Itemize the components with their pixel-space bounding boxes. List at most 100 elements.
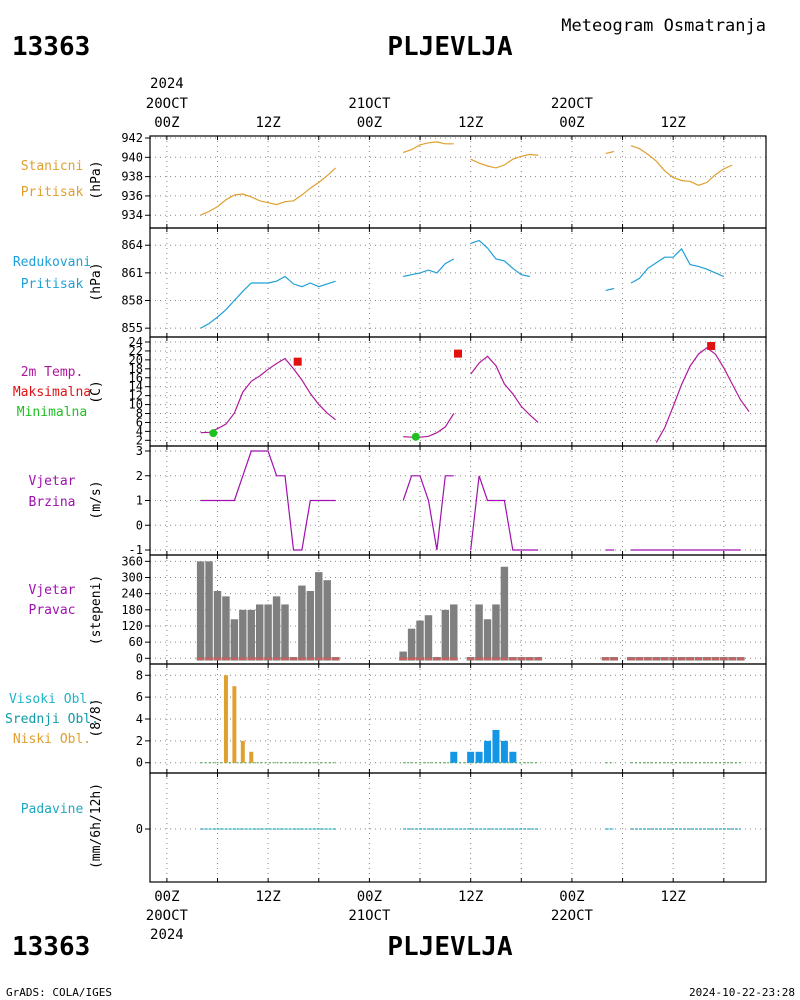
y-tick-label: 0 [136, 822, 143, 836]
time-label-bottom: 21OCT [348, 908, 391, 924]
y-tick-label: 20 [129, 353, 143, 367]
chart-subtitle: Meteogram Osmatranja [561, 16, 766, 36]
y-tick-label: 934 [121, 208, 143, 222]
y-tick-label: 2 [136, 734, 143, 748]
y-tick-label: 240 [121, 587, 143, 601]
cloud-low-bar [223, 675, 228, 763]
wind-direction-bar [492, 604, 500, 659]
wind-direction-base [610, 657, 619, 661]
wind-direction-base [601, 657, 610, 661]
station-id-bottom: 13363 [12, 932, 90, 962]
y-tick-label: 0 [136, 651, 143, 665]
wind-direction-base [264, 657, 273, 661]
station-name-bottom: PLJEVLJA [387, 932, 513, 962]
wind-direction-bar [424, 615, 433, 659]
wind-direction-base [432, 657, 441, 661]
wind-direction-base [635, 657, 644, 661]
cloud-high-bar [492, 729, 500, 763]
station-id-top: 13363 [12, 32, 90, 62]
series-line [200, 167, 337, 216]
series-line [403, 413, 455, 438]
series-line [630, 145, 733, 186]
cloud-high-bar [509, 751, 517, 763]
panel-label: Vjetar [29, 474, 76, 489]
time-label-top: 12Z [661, 115, 686, 131]
wind-direction-bar [399, 651, 407, 659]
wind-direction-base [289, 657, 298, 661]
y-tick-label: 940 [121, 150, 143, 164]
wind-direction-bar [323, 580, 331, 659]
time-label-top: 12Z [255, 115, 280, 131]
time-label-bottom: 00Z [154, 889, 179, 905]
wind-direction-bar [315, 572, 323, 659]
wind-direction-base [483, 657, 492, 661]
time-label-top: 21OCT [348, 96, 391, 112]
wind-direction-base [424, 657, 433, 661]
panel-precipitation: 0 Padavine (mm/6h/12h) [21, 772, 767, 883]
wind-direction-base [205, 657, 214, 661]
min-temp-marker [209, 429, 218, 438]
wind-direction-base [314, 657, 323, 661]
panel-label: Niski Obl. [13, 732, 91, 747]
panel-label: Redukovani [13, 255, 91, 270]
panel-label: Stanicni [21, 159, 84, 174]
series-line [403, 258, 455, 278]
series-line [200, 450, 336, 551]
wind-direction-base [449, 657, 458, 661]
wind-direction-base [719, 657, 728, 661]
panel-label: Vjetar [29, 583, 76, 598]
wind-direction-base [238, 657, 247, 661]
wind-direction-bar [205, 561, 213, 659]
series-line [403, 141, 454, 154]
wind-direction-base [213, 657, 222, 661]
wind-direction-base [475, 657, 484, 661]
wind-direction-base [728, 657, 737, 661]
y-tick-label: 6 [136, 415, 143, 429]
cloud-low-bar [232, 686, 237, 763]
wind-direction-base [677, 657, 686, 661]
y-tick-label: 2 [136, 469, 143, 483]
wind-direction-base [416, 657, 424, 661]
panel-wind_speed: -1 0 1 2 3 Vjetar Brzina (m/s) [29, 444, 767, 557]
wind-direction-base [281, 657, 289, 661]
y-tick-label: 180 [121, 603, 143, 617]
wind-direction-base [255, 657, 264, 661]
wind-direction-base [247, 657, 256, 661]
y-tick-label: -1 [129, 543, 143, 557]
y-tick-label: 0 [136, 756, 143, 770]
wind-direction-base [652, 657, 661, 661]
series-line [402, 475, 454, 551]
y-tick-label: 0 [136, 518, 143, 532]
series-line [605, 287, 615, 291]
time-label-top: 2024 [150, 76, 184, 92]
y-tick-label: 14 [129, 380, 143, 394]
y-tick-label: 4 [136, 424, 143, 438]
y-tick-label: 4 [136, 712, 143, 726]
wind-direction-bar [306, 590, 315, 659]
wind-direction-base [297, 657, 306, 661]
wind-direction-base [669, 657, 678, 661]
panel-label: Visoki Obl. [9, 692, 95, 707]
y-tick-label: 10 [129, 398, 143, 412]
y-tick-label: 858 [121, 294, 143, 308]
unit-label: (hPa) [89, 160, 104, 199]
panel-label: Pritisak [21, 277, 84, 292]
wind-direction-bar [500, 566, 509, 659]
y-tick-label: 12 [129, 389, 143, 403]
series-line [470, 239, 530, 278]
footer-credit: GrADS: COLA/IGES [6, 986, 112, 999]
y-tick-label: 300 [121, 571, 143, 585]
time-label-top: 22OCT [551, 96, 594, 112]
wind-direction-bar [272, 596, 281, 659]
series-line [470, 475, 539, 551]
time-label-top: 00Z [357, 115, 382, 131]
y-tick-label: 2 [136, 433, 143, 447]
wind-direction-base [441, 657, 450, 661]
time-label-top: 12Z [458, 115, 483, 131]
wind-direction-base [686, 657, 695, 661]
unit-label: (hPa) [89, 262, 104, 301]
wind-direction-bar [407, 628, 416, 659]
y-tick-label: 22 [129, 344, 143, 358]
